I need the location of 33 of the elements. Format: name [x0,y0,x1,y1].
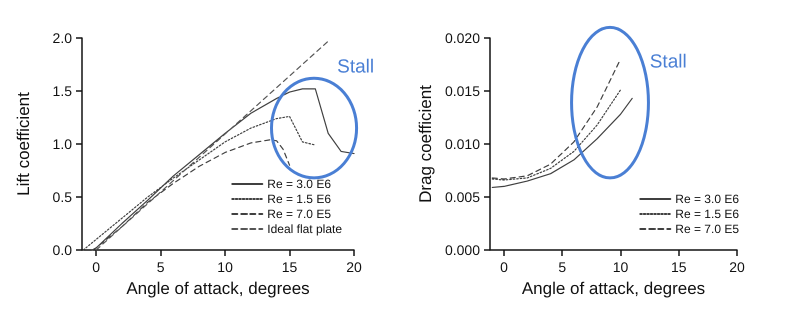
x-tick-label: 5 [558,259,566,275]
y-tick-label: 2.0 [52,30,72,46]
legend-label: Re = 3.0 E6 [267,177,332,191]
x-tick-label: 0 [500,259,508,275]
y-tick-label: 0.5 [52,189,72,205]
x-axis-title: Angle of attack, degrees [126,279,310,298]
y-tick-label: 0.020 [444,30,480,46]
annotation: Stall [337,56,374,78]
legend-label: Ideal flat plate [267,222,342,236]
x-tick-label: 0 [92,259,100,275]
y-tick-label: 0.015 [444,83,480,99]
y-tick-label: 1.0 [52,136,72,152]
y-tick-label: 0.0 [52,242,72,258]
y-tick-label: 0.010 [444,136,480,152]
legend-label: Re = 7.0 E5 [675,222,740,236]
x-tick-label: 15 [282,259,298,275]
legend-label: Re = 1.5 E6 [675,207,740,221]
x-tick-label: 5 [156,259,165,275]
y-tick-label: 1.5 [52,83,72,99]
y-tick-label: 0.005 [444,189,480,205]
x-tick-label: 15 [670,259,687,275]
annotation: Stall [650,51,687,72]
y-axis-title: Lift coefficient [14,92,33,196]
x-tick-label: 20 [729,259,745,275]
y-tick-label: 0.000 [444,242,480,258]
x-tick-label: 10 [612,259,628,275]
x-tick-label: 10 [217,259,234,275]
legend-label: Re = 3.0 E6 [675,192,740,206]
legend-label: Re = 1.5 E6 [267,192,332,206]
legend-label: Re = 7.0 E5 [267,207,332,221]
y-axis-title: Drag coefficient [416,84,436,203]
x-axis-title: Angle of attack, degrees [522,279,706,298]
x-tick-label: 20 [346,259,362,275]
